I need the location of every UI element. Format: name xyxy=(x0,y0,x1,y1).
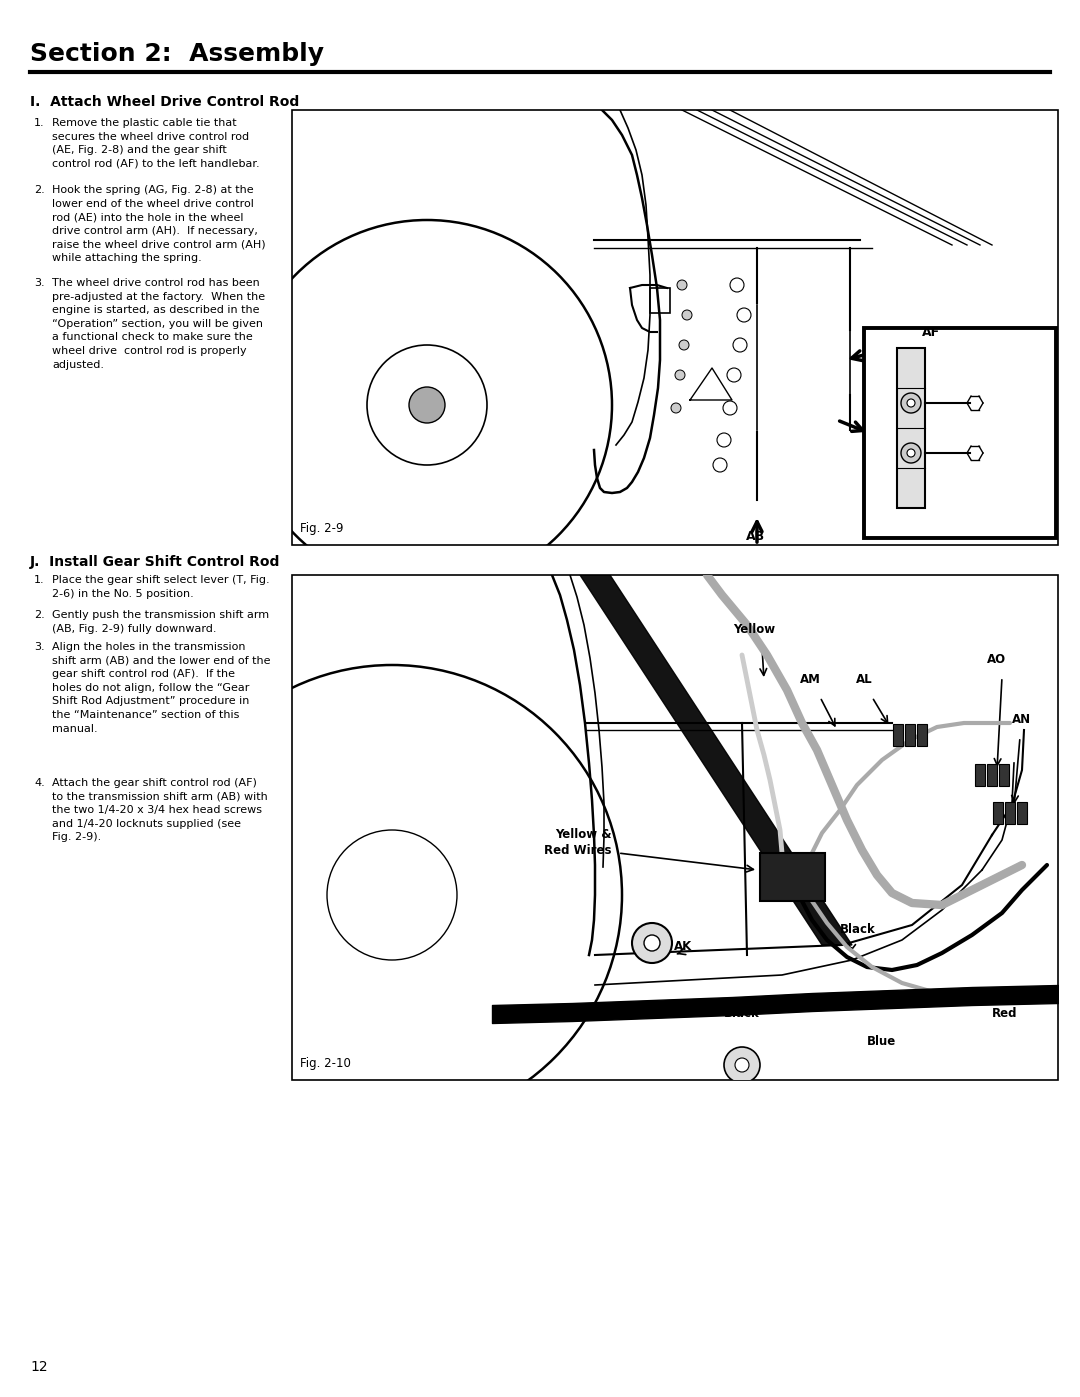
Text: Place the gear shift select lever (T, Fig.
2-6) in the No. 5 position.: Place the gear shift select lever (T, Fi… xyxy=(52,576,270,598)
Circle shape xyxy=(679,339,689,351)
Bar xyxy=(993,802,1003,824)
Bar xyxy=(987,764,997,787)
Text: Black: Black xyxy=(724,1007,760,1020)
Text: 1.: 1. xyxy=(33,576,44,585)
Text: Blue: Blue xyxy=(867,1035,896,1048)
Circle shape xyxy=(677,279,687,291)
Text: 3.: 3. xyxy=(33,643,44,652)
Text: 1.: 1. xyxy=(33,117,44,129)
Text: Section 2:  Assembly: Section 2: Assembly xyxy=(30,42,324,66)
Text: AB: AB xyxy=(745,529,765,543)
Bar xyxy=(292,110,1058,545)
Text: The wheel drive control rod has been
pre-adjusted at the factory.  When the
engi: The wheel drive control rod has been pre… xyxy=(52,278,265,370)
Text: 3.: 3. xyxy=(33,278,44,288)
Bar xyxy=(975,764,985,787)
Circle shape xyxy=(907,448,915,457)
Text: Yellow: Yellow xyxy=(733,623,775,636)
Circle shape xyxy=(724,1046,760,1083)
Text: AN: AN xyxy=(1012,712,1031,726)
Text: AM: AM xyxy=(799,673,821,686)
Circle shape xyxy=(671,402,681,414)
Circle shape xyxy=(409,387,445,423)
Bar xyxy=(1017,802,1027,824)
Bar xyxy=(760,854,825,901)
Bar xyxy=(864,328,1056,538)
Text: AF: AF xyxy=(922,326,940,338)
Text: 12: 12 xyxy=(30,1361,48,1375)
Text: AK: AK xyxy=(674,940,692,954)
Bar xyxy=(999,764,1009,787)
Text: Yellow &
Red Wires: Yellow & Red Wires xyxy=(544,828,612,858)
Circle shape xyxy=(675,370,685,380)
Bar xyxy=(905,724,915,746)
Circle shape xyxy=(632,923,672,963)
Text: AO: AO xyxy=(987,652,1007,666)
Text: AL: AL xyxy=(855,673,873,686)
Circle shape xyxy=(907,400,915,407)
Circle shape xyxy=(735,1058,750,1071)
Circle shape xyxy=(681,310,692,320)
Circle shape xyxy=(901,393,921,414)
Polygon shape xyxy=(580,576,852,944)
Bar xyxy=(897,348,924,509)
Text: 4.: 4. xyxy=(33,778,44,788)
Bar xyxy=(292,576,1058,1080)
Bar xyxy=(650,288,670,313)
Text: Gently push the transmission shift arm
(AB, Fig. 2-9) fully downward.: Gently push the transmission shift arm (… xyxy=(52,610,269,634)
Text: Hook the spring (AG, Fig. 2-8) at the
lower end of the wheel drive control
rod (: Hook the spring (AG, Fig. 2-8) at the lo… xyxy=(52,184,266,263)
Text: Attach the gear shift control rod (AF)
to the transmission shift arm (AB) with
t: Attach the gear shift control rod (AF) t… xyxy=(52,778,268,842)
Circle shape xyxy=(901,443,921,462)
Text: 2.: 2. xyxy=(33,184,44,196)
Text: Black: Black xyxy=(840,923,876,936)
Text: J.  Install Gear Shift Control Rod: J. Install Gear Shift Control Rod xyxy=(30,555,281,569)
Text: I.  Attach Wheel Drive Control Rod: I. Attach Wheel Drive Control Rod xyxy=(30,95,299,109)
Text: Fig. 2-9: Fig. 2-9 xyxy=(300,522,343,535)
Text: Remove the plastic cable tie that
secures the wheel drive control rod
(AE, Fig. : Remove the plastic cable tie that secure… xyxy=(52,117,259,169)
Text: Fig. 2-10: Fig. 2-10 xyxy=(300,1058,351,1070)
Circle shape xyxy=(644,935,660,951)
Bar xyxy=(893,724,903,746)
Bar xyxy=(917,724,927,746)
Text: 2.: 2. xyxy=(33,610,44,620)
Bar xyxy=(1005,802,1015,824)
Text: Red: Red xyxy=(993,1007,1017,1020)
Text: Align the holes in the transmission
shift arm (AB) and the lower end of the
gear: Align the holes in the transmission shif… xyxy=(52,643,270,733)
